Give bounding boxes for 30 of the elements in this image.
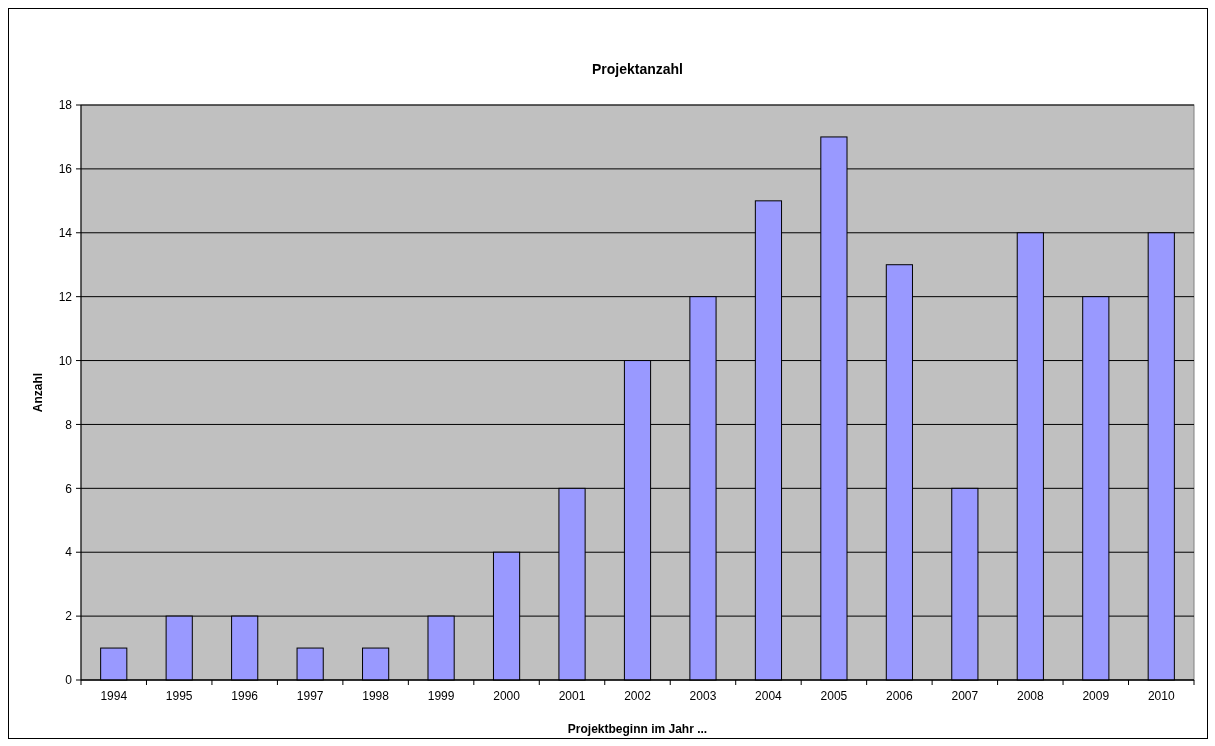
y-tick-label: 6 [65,481,73,496]
x-tick-label: 2006 [886,689,914,703]
y-tick-label: 4 [65,545,73,560]
y-tick-label: 8 [65,417,73,432]
x-tick-label: 2009 [1082,689,1110,703]
x-tick-label: 1999 [427,689,455,703]
x-tick-label: 1995 [165,689,193,703]
y-tick-label: 0 [65,673,73,688]
x-tick-label: 1998 [362,689,390,703]
x-axis-title: Projektbeginn im Jahr ... [567,722,708,736]
y-axis-title: Anzahl [31,372,45,413]
chart-title: Projektanzahl [591,61,684,77]
y-tick-label: 18 [58,98,73,113]
x-tick-label: 2008 [1016,689,1044,703]
y-tick-label: 16 [58,162,73,177]
x-tick-label: 2003 [689,689,717,703]
x-tick-label: 2007 [951,689,979,703]
x-tick-label: 2004 [755,689,783,703]
x-tick-label: 2002 [624,689,652,703]
x-tick-label: 1996 [231,689,259,703]
y-tick-label: 12 [58,289,73,304]
x-tick-label: 2000 [493,689,521,703]
x-tick-label: 2010 [1147,689,1175,703]
x-tick-label: 2001 [558,689,586,703]
y-tick-label: 14 [58,225,73,240]
x-tick-label: 1994 [100,689,128,703]
x-tick-label: 1997 [296,689,324,703]
x-tick-label: 2005 [820,689,848,703]
y-tick-label: 2 [65,609,73,624]
y-tick-label: 10 [58,353,73,368]
